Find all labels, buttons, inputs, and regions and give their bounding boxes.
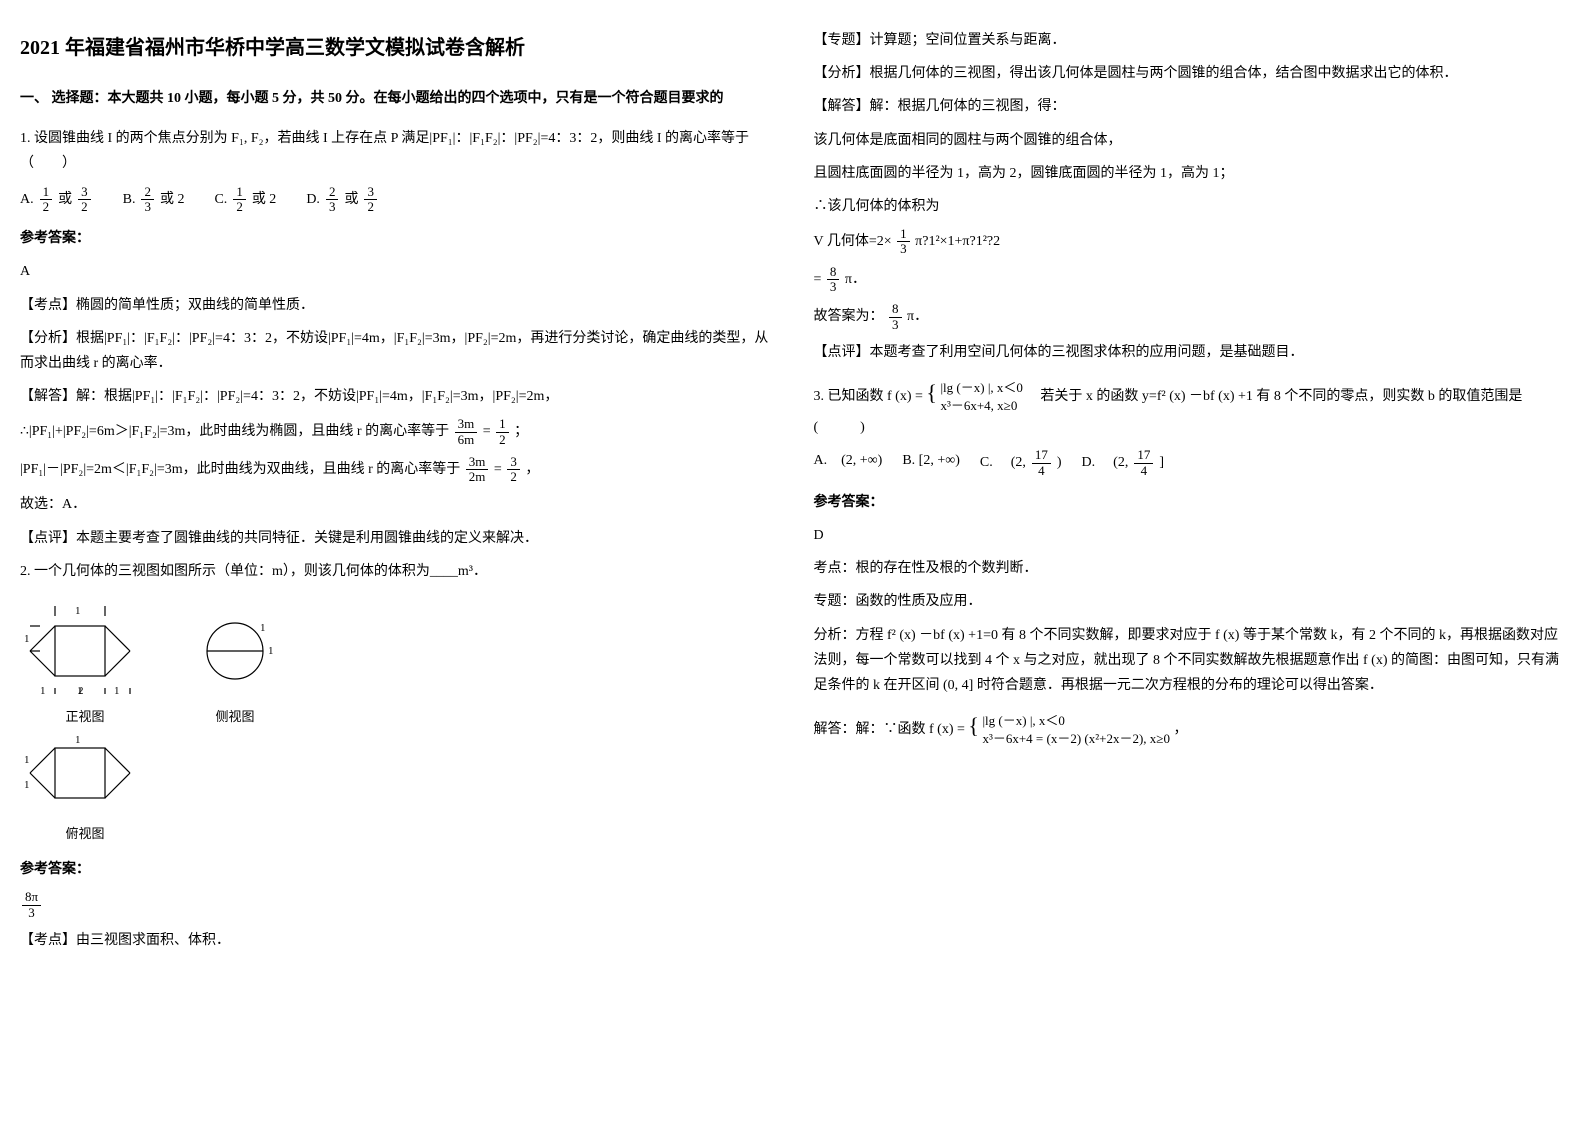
q3-stem: 3. 已知函数 f (x) = { |lg (－x) |, x＜0 x³－6x+…: [814, 373, 1568, 440]
q2-answer: 8π3: [20, 890, 774, 920]
q1-jieda-3: |PF₁|－|PF₂|=2m＜|F₁F₂|=3m，此时曲线为双曲线，且曲线 r …: [20, 455, 774, 485]
top-view-svg: 1 1 1: [20, 733, 150, 813]
q1-kaodian: 【考点】椭圆的简单性质；双曲线的简单性质．: [20, 293, 774, 318]
q2-kaodian: 【考点】由三视图求面积、体积．: [20, 928, 774, 953]
q2-fenxi: 【分析】根据几何体的三视图，得出该几何体是圆柱与两个圆锥的组合体，结合图中数据求…: [814, 61, 1568, 86]
q3-options: A. (2, +∞) B. [2, +∞) C. (2, 174 ) D. (2…: [814, 448, 1568, 478]
q1-answer-label: 参考答案：: [20, 226, 774, 251]
q1-dianping: 【点评】本题主要考查了圆锥曲线的共同特征．关键是利用圆锥曲线的定义来解决．: [20, 526, 774, 551]
left-brace-icon: {: [968, 713, 979, 738]
section-1-head: 一、 选择题：本大题共 10 小题，每小题 5 分，共 50 分。在每小题给出的…: [20, 86, 774, 111]
q1-jieda-4: 故选：A．: [20, 492, 774, 517]
q1-answer: A: [20, 259, 774, 284]
side-view: 1 1 侧视图: [190, 596, 280, 729]
q2-jieda-6: = 83 π．: [814, 265, 1568, 295]
left-brace-icon: {: [926, 380, 937, 405]
right-column: 【专题】计算题；空间位置关系与距离． 【分析】根据几何体的三视图，得出该几何体是…: [814, 20, 1568, 961]
q2-dianping: 【点评】本题考查了利用空间几何体的三视图求体积的应用问题，是基础题目．: [814, 340, 1568, 365]
q1-option-a: A. 12 或 32: [20, 185, 93, 215]
svg-text:1: 1: [24, 633, 30, 645]
q2-jieda-5: V 几何体=2× 13 π?1²×1+π?1²?2: [814, 227, 1568, 257]
svg-text:1: 1: [24, 779, 30, 791]
q2-figure: 1 1 1 2 1 正视图 1 1: [20, 596, 774, 845]
page: 2021 年福建省福州市华桥中学高三数学文模拟试卷含解析 一、 选择题：本大题共…: [20, 20, 1567, 961]
q2-answer-label: 参考答案：: [20, 857, 774, 882]
q2-jieda-3: 且圆柱底面圆的半径为 1，高为 2，圆锥底面圆的半径为 1，高为 1；: [814, 161, 1568, 186]
q3-answer-label: 参考答案：: [814, 490, 1568, 515]
q3-option-d: D. (2, 174 ]: [1082, 448, 1164, 478]
q3-option-b: B. [2, +∞): [902, 448, 960, 478]
q1-option-b: B. 23 或 2: [123, 185, 185, 215]
q3-fenxi: 分析：方程 f² (x) －bf (x) +1=0 有 8 个不同实数解，即要求…: [814, 623, 1568, 699]
front-view: 1 1 1 2 1 正视图: [20, 596, 150, 729]
q2-stem: 2. 一个几何体的三视图如图所示（单位：m），则该几何体的体积为____m³．: [20, 559, 774, 584]
q1-options: A. 12 或 32 B. 23 或 2 C. 12 或 2 D. 23 或 3…: [20, 185, 774, 215]
q1-stem: 1. 设圆锥曲线 I 的两个焦点分别为 F₁, F₂，若曲线 I 上存在点 P …: [20, 126, 774, 176]
q2-jieda-1: 【解答】解：根据几何体的三视图，得：: [814, 94, 1568, 119]
q1-option-c: C. 12 或 2: [214, 185, 276, 215]
svg-text:1: 1: [260, 622, 266, 634]
svg-text:1: 1: [75, 605, 81, 617]
q3-answer: D: [814, 523, 1568, 548]
q2-jieda-7: 故答案为： 83 π．: [814, 302, 1568, 332]
svg-text:1: 1: [75, 734, 81, 746]
q3-jieda: 解答：解：∵函数 f (x) = { |lg (－x) |, x＜0 x³－6x…: [814, 706, 1568, 748]
q2-jieda-4: ∴该几何体的体积为: [814, 194, 1568, 219]
q1-option-d: D. 23 或 32: [306, 185, 379, 215]
q1-jieda-1: 【解答】解：根据|PF₁|：|F₁F₂|：|PF₂|=4：3：2，不妨设|PF₁…: [20, 384, 774, 409]
left-column: 2021 年福建省福州市华桥中学高三数学文模拟试卷含解析 一、 选择题：本大题共…: [20, 20, 774, 961]
q1-fenxi: 【分析】根据|PF₁|：|F₁F₂|：|PF₂|=4：3：2，不妨设|PF₁|=…: [20, 326, 774, 376]
doc-title: 2021 年福建省福州市华桥中学高三数学文模拟试卷含解析: [20, 30, 774, 66]
side-view-label: 侧视图: [190, 705, 280, 728]
q3-kaodian: 考点：根的存在性及根的个数判断．: [814, 556, 1568, 581]
front-view-svg: 1 1 1 2 1: [20, 596, 150, 696]
front-view-label: 正视图: [20, 705, 150, 728]
q2-zhuanti: 【专题】计算题；空间位置关系与距离．: [814, 28, 1568, 53]
top-view-label: 俯视图: [20, 822, 150, 845]
svg-text:1: 1: [24, 754, 30, 766]
svg-text:1: 1: [114, 685, 120, 696]
svg-text:1: 1: [268, 645, 274, 657]
side-view-svg: 1 1: [190, 596, 280, 696]
q3-option-a: A. (2, +∞): [814, 448, 883, 478]
svg-text:2: 2: [78, 685, 84, 696]
q1-jieda-2: ∴|PF₁|+|PF₂|=6m＞|F₁F₂|=3m，此时曲线为椭圆，且曲线 r …: [20, 417, 774, 447]
q3-zhuanti: 专题：函数的性质及应用．: [814, 589, 1568, 614]
svg-text:1: 1: [40, 685, 46, 696]
q2-jieda-2: 该几何体是底面相同的圆柱与两个圆锥的组合体，: [814, 128, 1568, 153]
q3-option-c: C. (2, 174 ): [980, 448, 1062, 478]
top-view: 1 1 1 俯视图: [20, 733, 774, 846]
